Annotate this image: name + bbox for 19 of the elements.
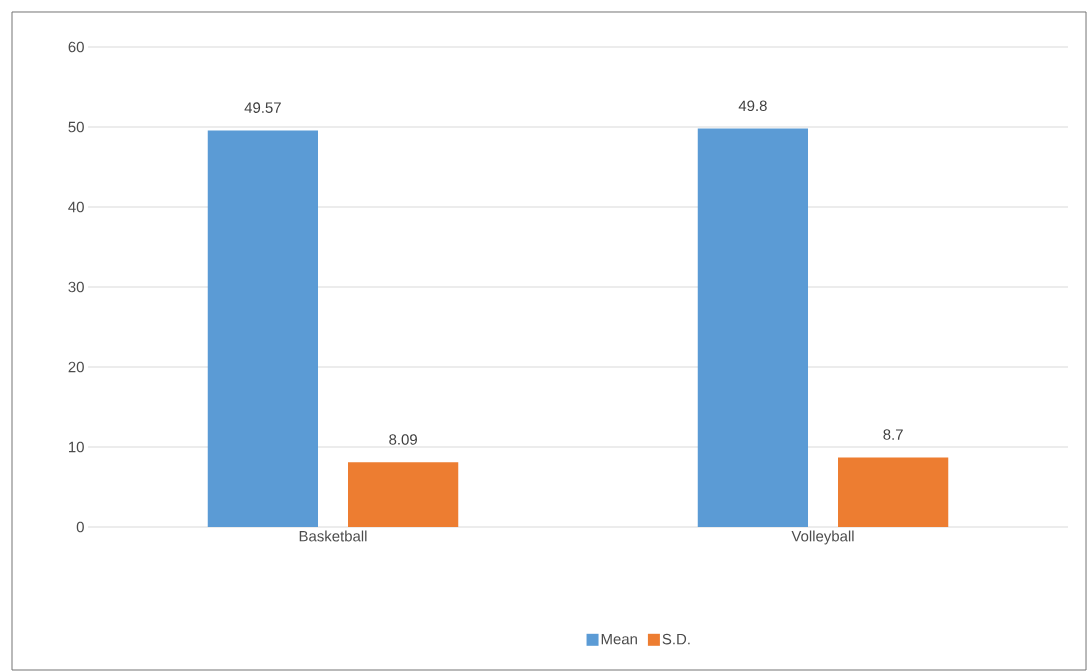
y-tick-label: 0 bbox=[76, 521, 84, 533]
y-tick-label: 10 bbox=[69, 441, 84, 453]
data-label: 49.8 bbox=[738, 100, 767, 112]
data-label: 49.57 bbox=[244, 102, 281, 113]
y-tick-label: 40 bbox=[68, 201, 84, 213]
bar bbox=[348, 462, 459, 527]
y-tick-label: 20 bbox=[68, 361, 84, 373]
x-tick-label: Basketball bbox=[299, 530, 367, 542]
data-label: 8.09 bbox=[389, 434, 417, 445]
x-tick-label: Volleyball bbox=[791, 530, 854, 545]
bar bbox=[697, 128, 809, 527]
legend-label: Mean bbox=[601, 633, 637, 645]
bar bbox=[838, 457, 949, 527]
bar bbox=[207, 130, 318, 527]
data-label: 8.7 bbox=[883, 429, 903, 440]
y-tick-label: 50 bbox=[68, 121, 84, 133]
y-tick-label: 30 bbox=[68, 281, 84, 293]
legend-label: S.D. bbox=[662, 633, 690, 645]
y-tick-label: 60 bbox=[68, 41, 84, 53]
